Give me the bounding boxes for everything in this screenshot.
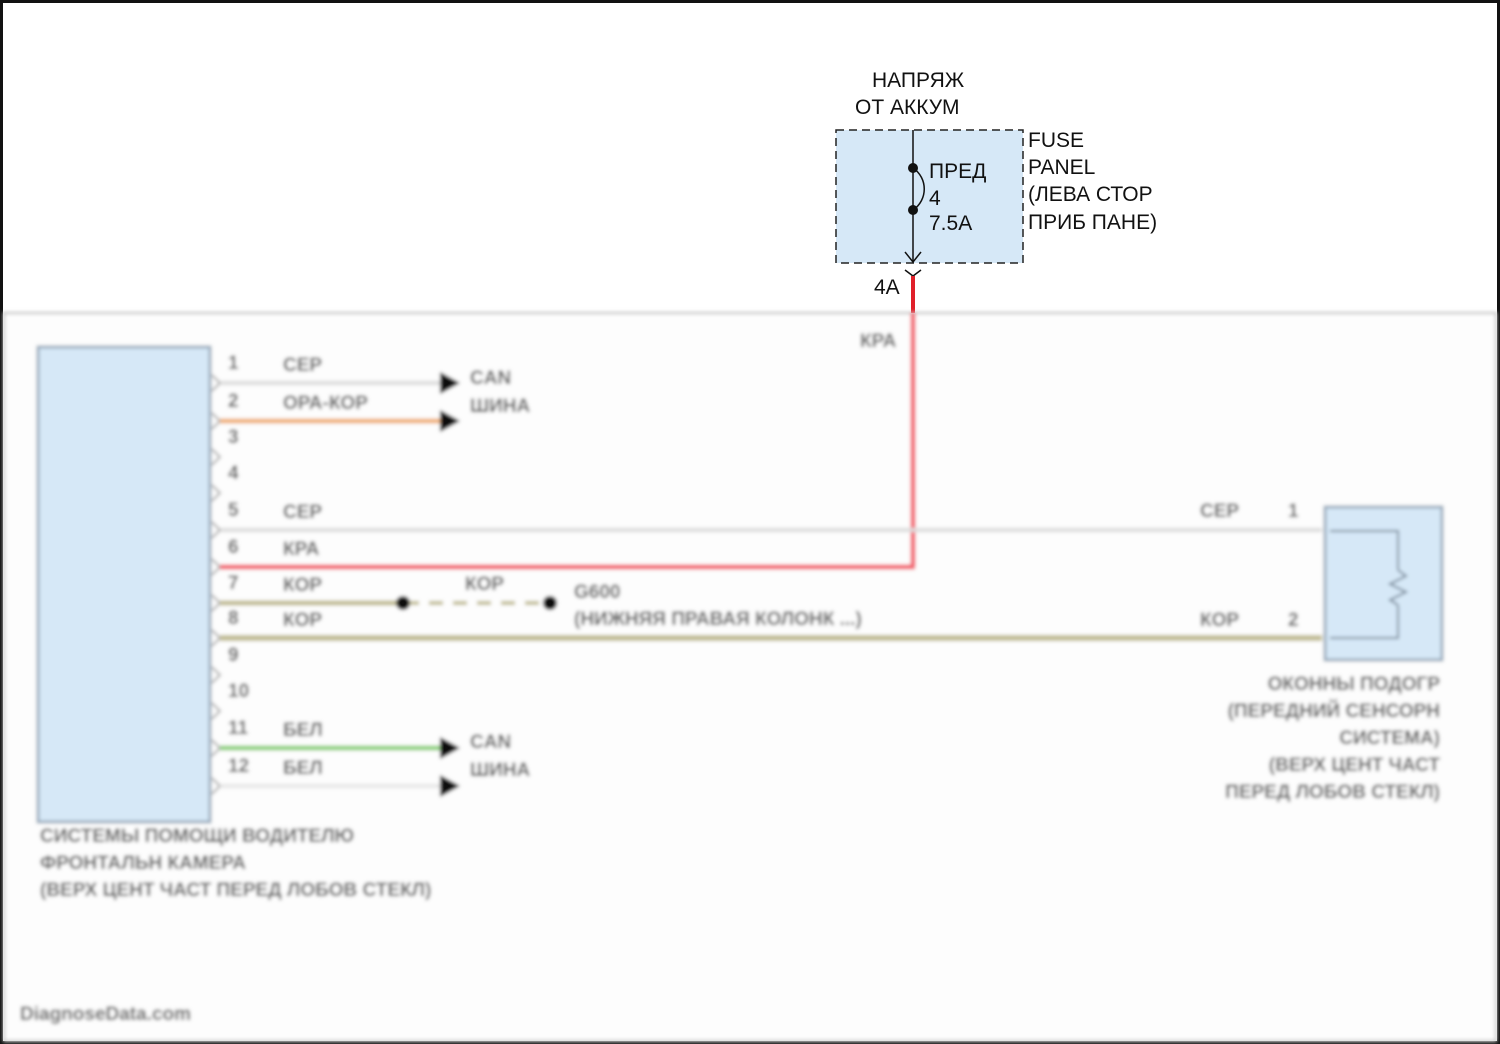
right-pin-number: 1 (1288, 501, 1299, 522)
ground-icon (543, 596, 557, 610)
pin-number: 10 (228, 681, 249, 702)
pin-number: 6 (228, 537, 239, 558)
right-pin-number: 2 (1288, 610, 1299, 631)
ground-id: G600 (574, 582, 620, 603)
camera-label: (ВЕРХ ЦЕНТ ЧАСТ ПЕРЕД ЛОБОВ СТЕКЛ) (40, 880, 431, 901)
pin-terminal-icon (211, 666, 222, 684)
supply-label: НАПРЯЖ (872, 69, 965, 92)
pin-number: 9 (228, 645, 239, 666)
arrow-icon (440, 372, 460, 797)
heater-label: ОКОННЫ ПОДОГР (1268, 674, 1441, 695)
camera-label: СИСТЕМЫ ПОМОЩИ ВОДИТЕЛЮ (40, 826, 354, 847)
lower-diagram: КРА 1 СЕР 2 ОРА-КОР 3 4 5 СЕР 6 КРА 7 КОР 8 КОР 9 10 11 Б… (3, 312, 1497, 1042)
wire-color-label: СЕР (283, 502, 322, 523)
right-pin-color: СЕР (1200, 501, 1239, 522)
heater-label: (ВЕРХ ЦЕНТ ЧАСТ (1269, 755, 1441, 776)
pin-number: 8 (228, 608, 239, 629)
can-label: ШИНА (470, 396, 530, 417)
heater-label: (ПЕРЕДНИЙ СЕНСОРН (1228, 700, 1440, 722)
feed-wire-label: КРА (860, 331, 897, 352)
heater-label: СИСТЕМА) (1339, 728, 1440, 749)
heater-module-box (1323, 505, 1444, 662)
fuse-terminal (908, 163, 918, 173)
watermark: DiagnoseData.com (20, 1004, 191, 1025)
heater-label: ПЕРЕД ЛОБОВ СТЕКЛ) (1225, 782, 1440, 803)
wire-color-label: КОР (283, 610, 322, 631)
fuse-panel-box (835, 129, 1024, 264)
can-label: ШИНА (470, 760, 530, 781)
can-label: CAN (470, 732, 511, 753)
right-pin-color: КОР (1200, 610, 1239, 631)
fuse-panel-label: FUSE (1028, 129, 1084, 152)
connector-icon (904, 269, 922, 277)
wire-color-label: ОРА-КОР (283, 393, 368, 414)
wire-color-label: СЕР (283, 355, 322, 376)
wire-color-label: БЕЛ (283, 720, 323, 741)
pin-number: 2 (228, 391, 239, 412)
fuse-name: ПРЕД (929, 160, 986, 183)
fuse-rating: 7.5A (929, 212, 972, 235)
connector-label: 4A (874, 276, 900, 299)
fuse-panel-label: PANEL (1028, 156, 1095, 179)
heater-element-icon (1387, 569, 1409, 606)
pin-terminal-icon (211, 702, 222, 720)
pin-terminal-icon (211, 484, 222, 502)
ground-wire-label: КОР (465, 574, 504, 595)
pin-number: 5 (228, 500, 239, 521)
pin-terminal-icon (211, 448, 222, 466)
pin-number: 1 (228, 353, 239, 374)
pin-number: 11 (228, 718, 249, 739)
camera-module-box (36, 345, 212, 824)
pin-number: 3 (228, 427, 239, 448)
wire-color-label: КОР (283, 575, 322, 596)
camera-label: ФРОНТАЛЬН КАМЕРА (40, 853, 246, 874)
fuse-panel-label: (ЛЕВА СТОР (1028, 183, 1153, 206)
wire-color-label: БЕЛ (283, 758, 323, 779)
wire-color-label: КРА (283, 539, 320, 560)
connector-arrow-icon (904, 251, 922, 264)
ground-location: (НИЖНЯЯ ПРАВАЯ КОЛОНК ...) (574, 609, 862, 630)
pin-number: 12 (228, 756, 249, 777)
pin-number: 7 (228, 573, 239, 594)
fuse-panel-label: ПРИБ ПАНЕ) (1028, 211, 1157, 234)
supply-label-2: ОТ АККУМ (855, 96, 960, 119)
fuse-number: 4 (929, 187, 941, 210)
can-label: CAN (470, 368, 511, 389)
pin-number: 4 (228, 463, 239, 484)
fuse-terminal (908, 205, 918, 215)
